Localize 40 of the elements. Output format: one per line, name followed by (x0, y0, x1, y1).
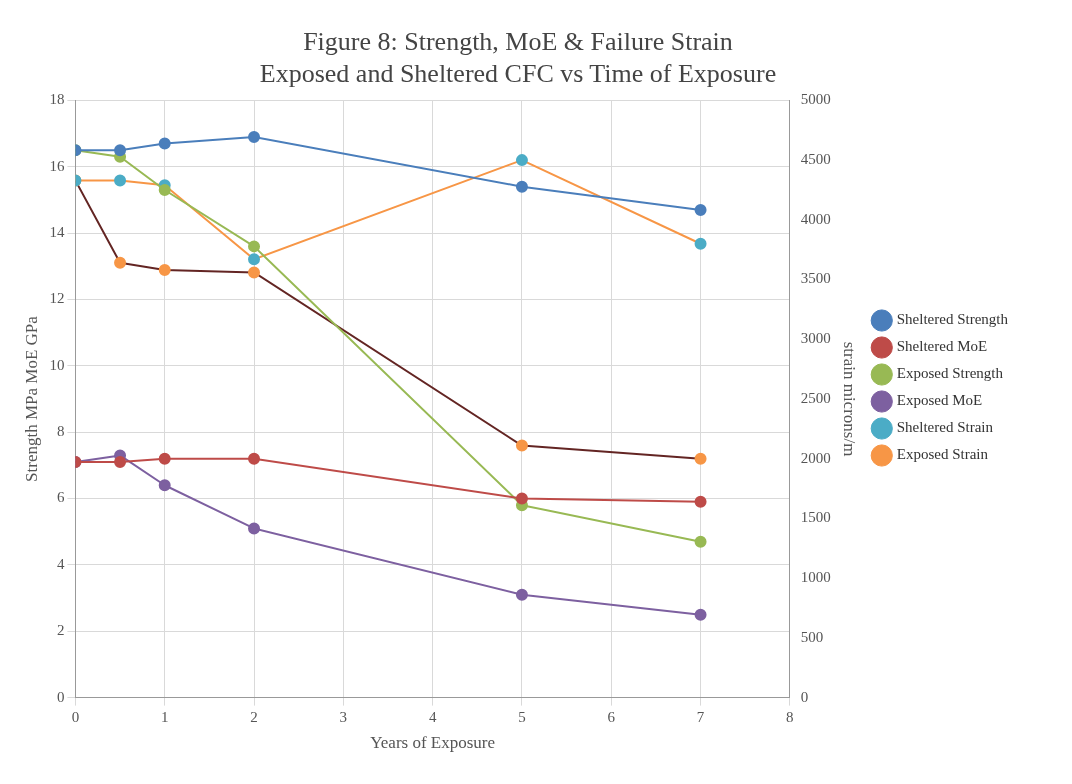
x-tick-label: 7 (696, 708, 705, 725)
legend-label: Sheltered MoE (896, 338, 988, 355)
y-tick-label: 12 (49, 290, 65, 307)
y-tick-label: 2 (56, 622, 65, 639)
y2-tick-label: 2000 (800, 449, 831, 466)
x-tick-label: 0 (71, 708, 80, 725)
y-tick-label: 6 (56, 489, 65, 506)
y-tick-label: 8 (56, 423, 65, 440)
y2-tick-label: 0 (800, 688, 809, 705)
legend-label: Sheltered Strain (896, 419, 994, 436)
chart-title: Figure 8: Strength, MoE & Failure Strain Exposed and Sheltered CFC vs Time of Exposure (259, 27, 777, 88)
x-tick-label: 6 (607, 708, 616, 725)
y-tick-label: 18 (49, 91, 65, 108)
y2-tick-label: 3500 (800, 270, 831, 287)
y2-tick-label: 500 (800, 628, 824, 645)
legend-label: Exposed MoE (896, 392, 983, 409)
y-tick-label: 4 (56, 555, 65, 572)
x-tick-label: 5 (518, 708, 526, 725)
y2-tick-label: 2500 (800, 389, 831, 406)
x-tick-label: 8 (786, 708, 794, 725)
x-tick-label: 2 (250, 708, 258, 725)
legend-label: Exposed Strain (896, 446, 989, 463)
y2-axis-title: strain microns/m (839, 341, 859, 457)
y2-tick-label: 1000 (800, 569, 831, 586)
x-tick-label: 4 (428, 708, 437, 725)
y2-tick-label: 3000 (800, 330, 831, 347)
x-tick-label: 1 (160, 708, 169, 725)
y-axis-title: Strength MPa MoE GPa (21, 315, 41, 482)
y-tick-label: 10 (49, 356, 65, 373)
y-tick-label: 0 (56, 688, 65, 705)
y-tick-label: 16 (49, 157, 65, 174)
y2-tick-label: 1500 (800, 509, 831, 526)
x-axis-title: Years of Exposure (370, 733, 496, 753)
y-tick-label: 14 (49, 224, 65, 241)
y2-tick-label: 4500 (800, 151, 831, 168)
legend-label: Sheltered Strength (896, 311, 1009, 328)
y2-tick-label: 4000 (800, 210, 831, 227)
legend-label: Exposed Strength (896, 365, 1004, 382)
y2-tick-label: 5000 (800, 91, 831, 108)
x-tick-label: 3 (339, 708, 348, 725)
